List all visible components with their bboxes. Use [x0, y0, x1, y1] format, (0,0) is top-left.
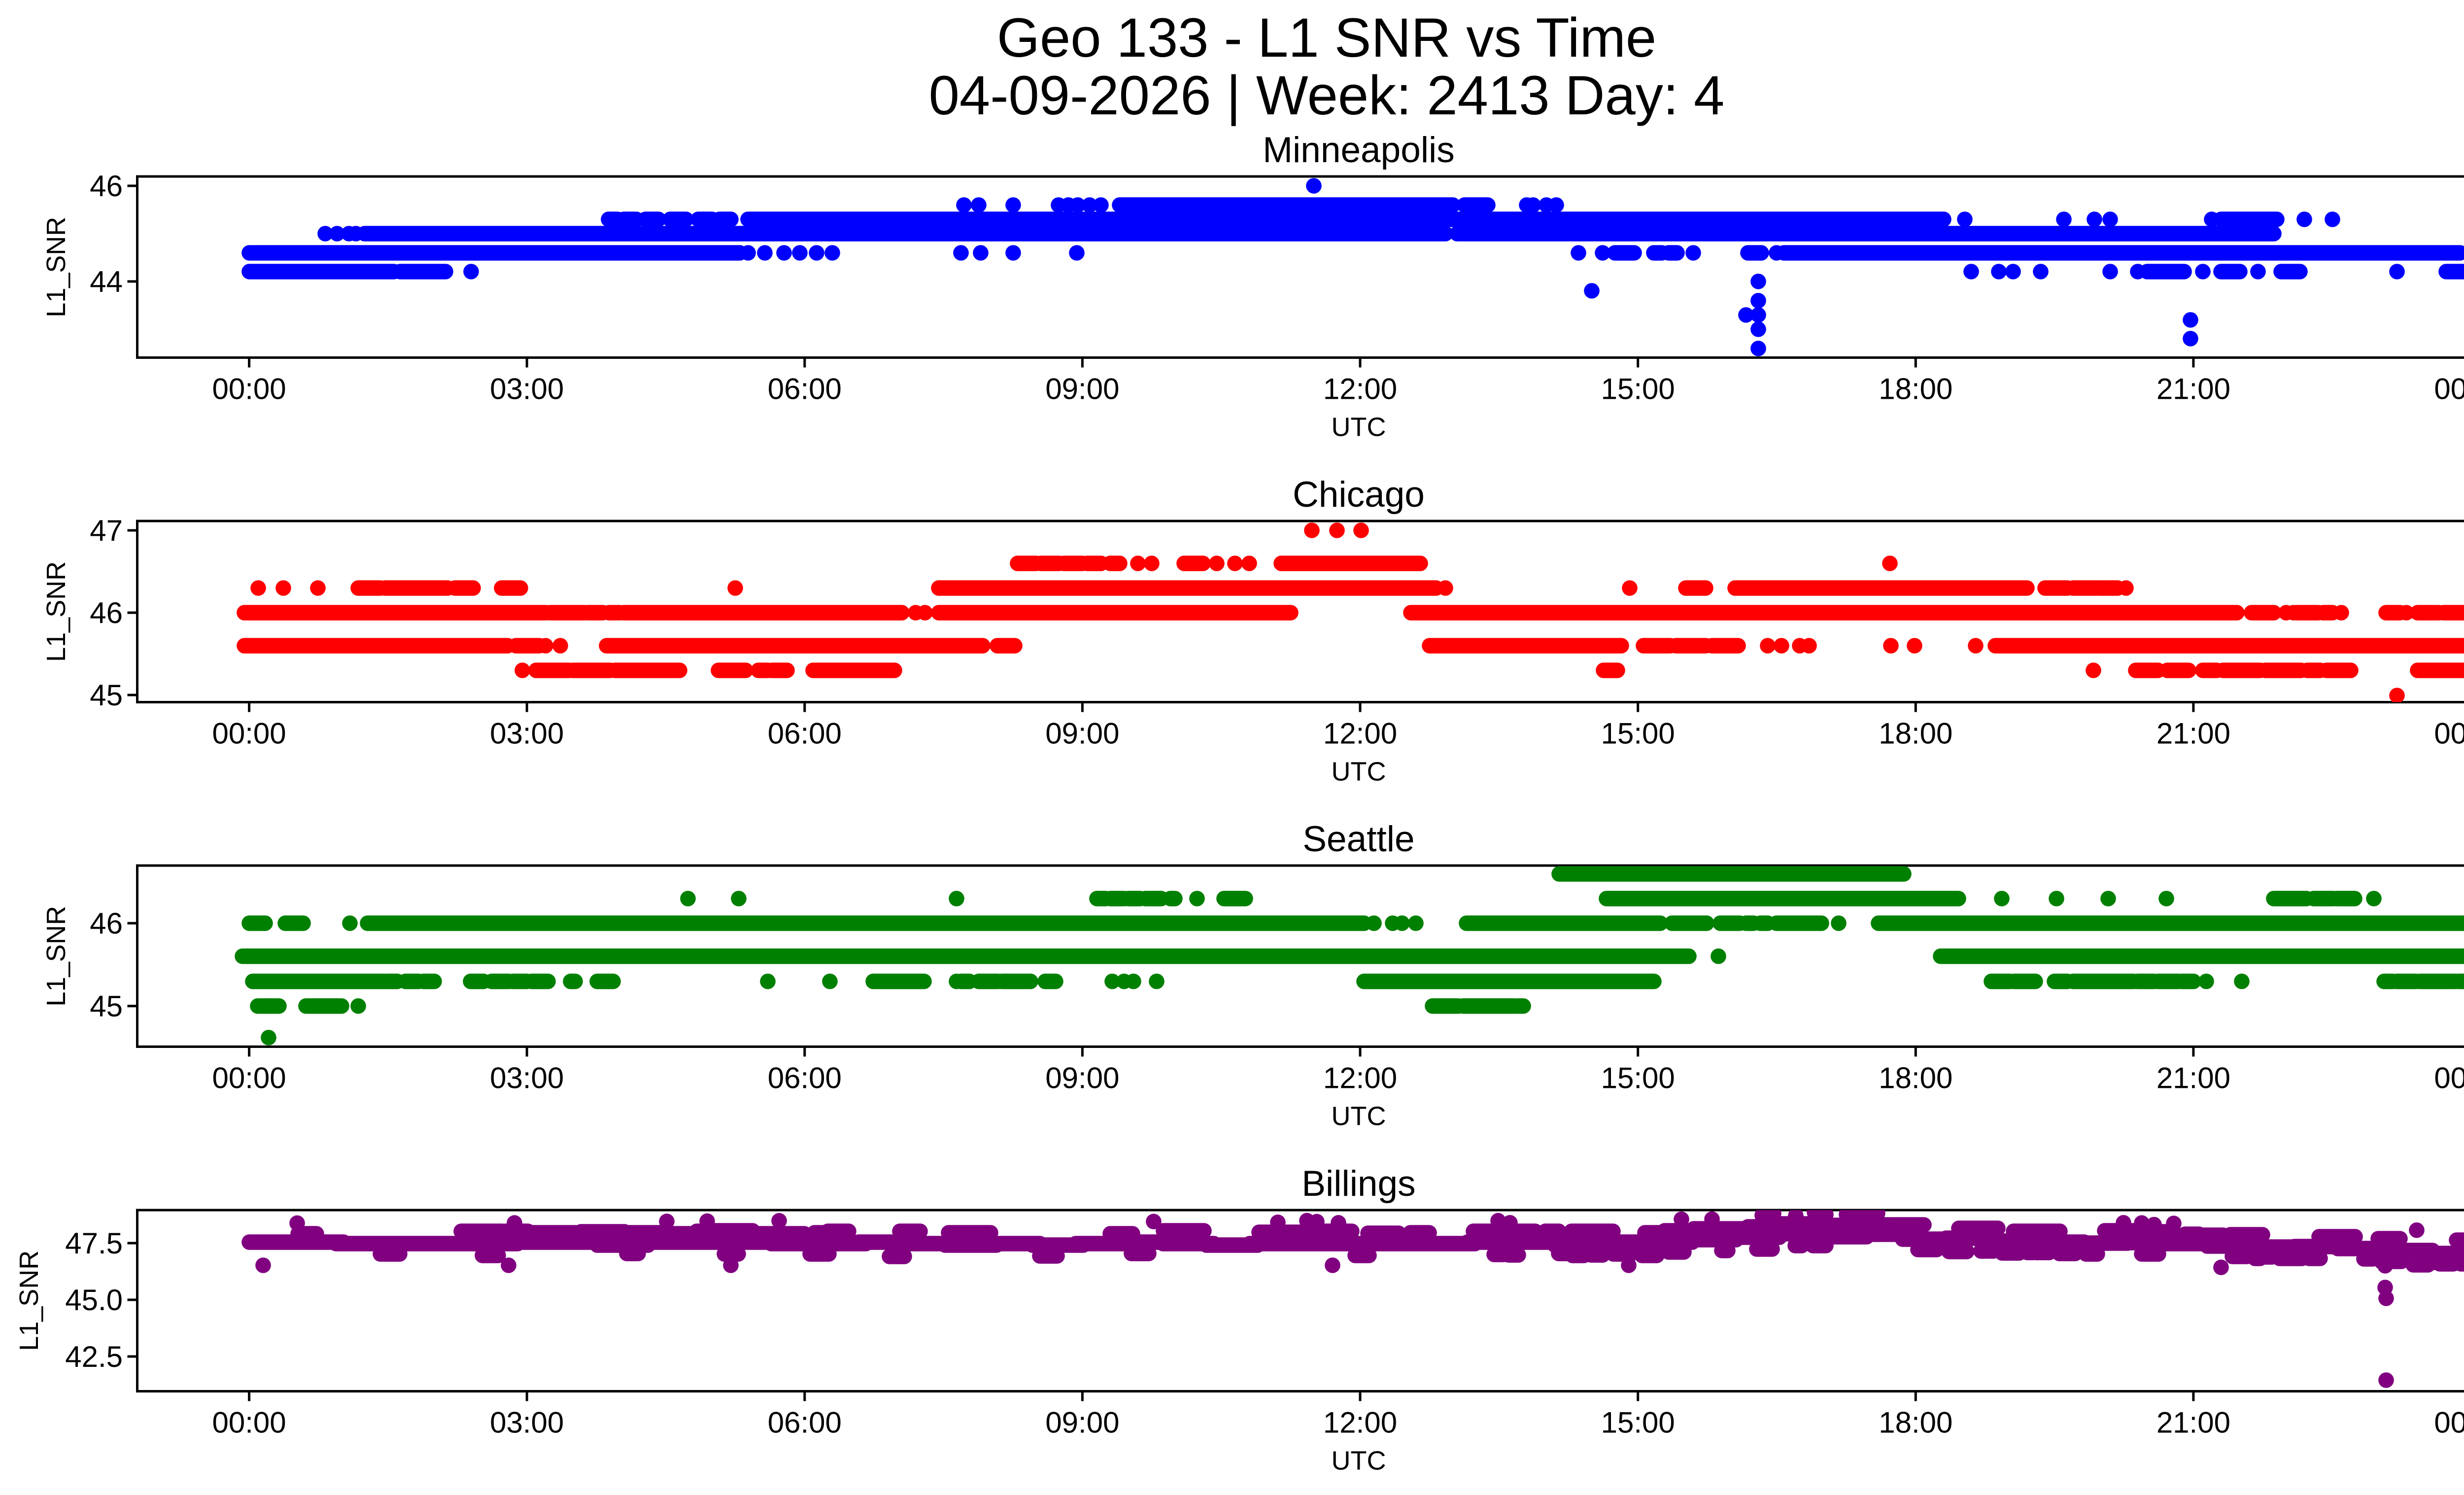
svg-text:44: 44 [90, 265, 123, 298]
svg-text:09:00: 09:00 [1045, 373, 1119, 406]
svg-text:15:00: 15:00 [1601, 717, 1675, 750]
svg-text:06:00: 06:00 [768, 1406, 842, 1439]
svg-text:46: 46 [90, 170, 123, 203]
svg-text:47: 47 [90, 514, 123, 547]
svg-text:UTC: UTC [1332, 1102, 1386, 1131]
svg-text:12:00: 12:00 [1323, 1062, 1397, 1095]
svg-text:00:00: 00:00 [212, 1062, 286, 1095]
svg-text:09:00: 09:00 [1045, 717, 1119, 750]
svg-text:00:00: 00:00 [212, 373, 286, 406]
svg-text:06:00: 06:00 [768, 717, 842, 750]
svg-text:18:00: 18:00 [1879, 1062, 1952, 1095]
svg-text:12:00: 12:00 [1323, 1406, 1397, 1439]
svg-text:03:00: 03:00 [490, 717, 564, 750]
svg-text:42.5: 42.5 [65, 1340, 123, 1373]
svg-text:Chicago: Chicago [1293, 475, 1425, 515]
svg-text:09:00: 09:00 [1045, 1062, 1119, 1095]
svg-text:21:00: 21:00 [2156, 717, 2230, 750]
svg-text:18:00: 18:00 [1879, 1406, 1952, 1439]
svg-text:L1_SNR: L1_SNR [14, 1251, 44, 1351]
svg-text:21:00: 21:00 [2156, 373, 2230, 406]
svg-text:15:00: 15:00 [1601, 1406, 1675, 1439]
svg-text:12:00: 12:00 [1323, 373, 1397, 406]
svg-text:46: 46 [90, 596, 123, 629]
svg-text:Minneapolis: Minneapolis [1263, 130, 1455, 170]
svg-text:00:00: 00:00 [2434, 373, 2464, 406]
svg-text:00:00: 00:00 [2434, 1062, 2464, 1095]
svg-text:L1_SNR: L1_SNR [41, 906, 71, 1007]
svg-text:03:00: 03:00 [490, 1062, 564, 1095]
svg-text:L1_SNR: L1_SNR [41, 561, 71, 662]
svg-text:03:00: 03:00 [490, 1406, 564, 1439]
svg-text:06:00: 06:00 [768, 1062, 842, 1095]
svg-text:18:00: 18:00 [1879, 373, 1952, 406]
svg-text:UTC: UTC [1332, 413, 1386, 442]
svg-text:04-09-2026 | Week: 2413 Day: 4: 04-09-2026 | Week: 2413 Day: 4 [929, 65, 1725, 126]
svg-text:21:00: 21:00 [2156, 1062, 2230, 1095]
svg-text:UTC: UTC [1332, 757, 1386, 787]
svg-text:Seattle: Seattle [1302, 819, 1414, 859]
svg-text:00:00: 00:00 [212, 1406, 286, 1439]
svg-text:Billings: Billings [1301, 1164, 1415, 1204]
svg-text:45: 45 [90, 679, 123, 712]
svg-text:15:00: 15:00 [1601, 1062, 1675, 1095]
svg-text:03:00: 03:00 [490, 373, 564, 406]
svg-text:00:00: 00:00 [2434, 717, 2464, 750]
svg-text:47.5: 47.5 [65, 1227, 123, 1260]
svg-text:00:00: 00:00 [212, 717, 286, 750]
svg-text:Geo 133 - L1 SNR vs Time: Geo 133 - L1 SNR vs Time [997, 7, 1656, 69]
svg-text:45: 45 [90, 990, 123, 1023]
svg-text:00:00: 00:00 [2434, 1406, 2464, 1439]
svg-text:46: 46 [90, 907, 123, 940]
svg-text:L1_SNR: L1_SNR [41, 217, 71, 317]
svg-text:15:00: 15:00 [1601, 373, 1675, 406]
svg-text:45.0: 45.0 [65, 1284, 123, 1317]
svg-text:09:00: 09:00 [1045, 1406, 1119, 1439]
svg-text:12:00: 12:00 [1323, 717, 1397, 750]
svg-text:21:00: 21:00 [2156, 1406, 2230, 1439]
svg-text:06:00: 06:00 [768, 373, 842, 406]
svg-text:18:00: 18:00 [1879, 717, 1952, 750]
svg-text:UTC: UTC [1332, 1446, 1386, 1476]
